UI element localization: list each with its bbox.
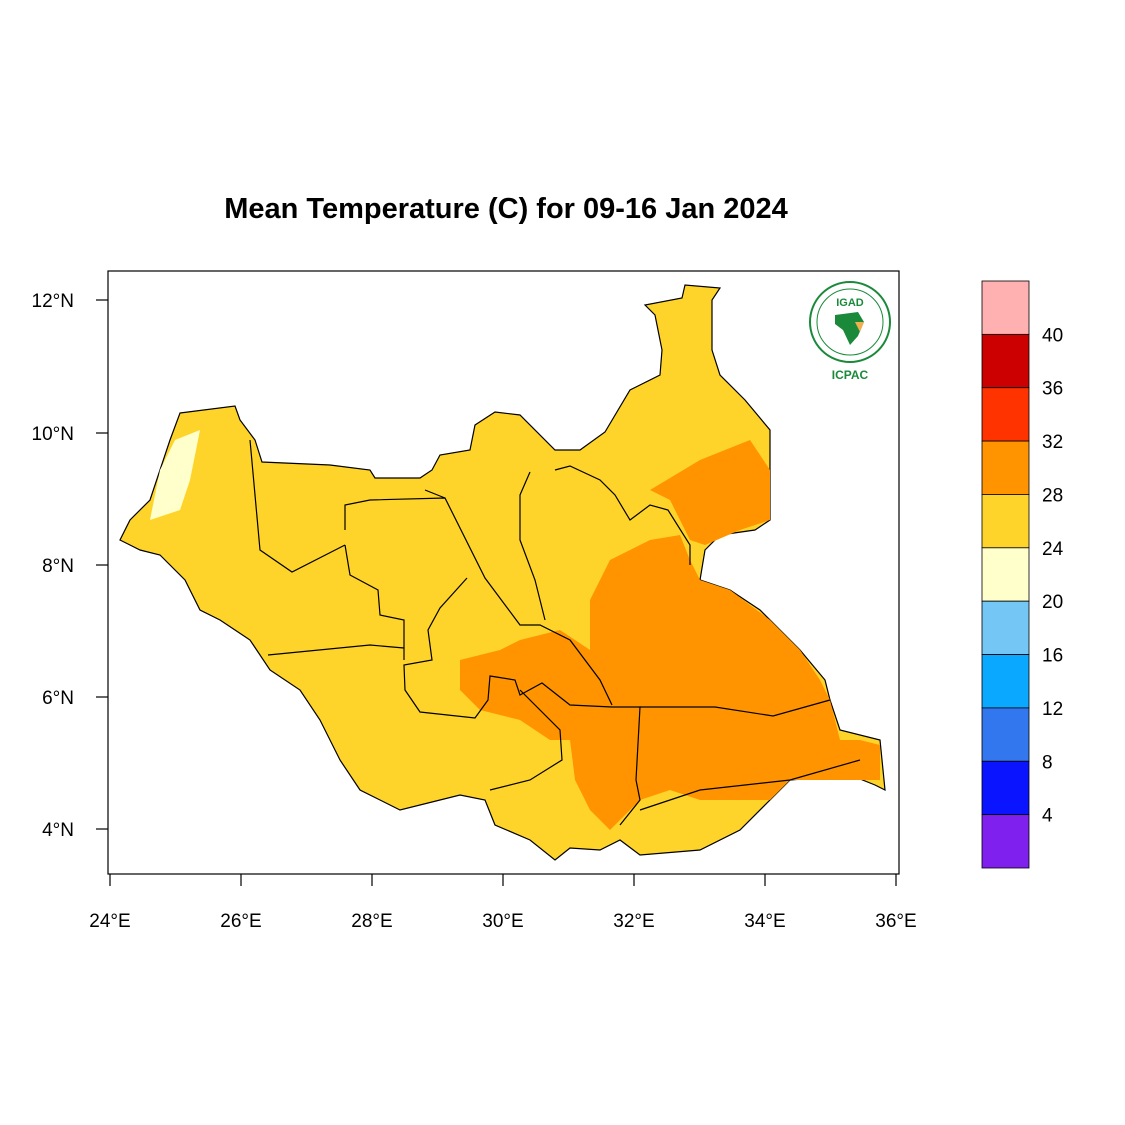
lon-tick: 26°E: [220, 911, 261, 932]
colorbar-label: 20: [1042, 592, 1063, 613]
lon-tick: 36°E: [875, 911, 916, 932]
colorbar-box: [981, 494, 1030, 549]
lon-tick: 28°E: [351, 911, 392, 932]
igad-icpac-logo: IGAD ICPAC: [809, 281, 891, 382]
map-title: Mean Temperature (C) for 09-16 Jan 2024: [224, 193, 788, 225]
lon-tick: 30°E: [482, 911, 523, 932]
lat-tick: 4°N: [42, 820, 74, 841]
colorbar-label: 12: [1042, 699, 1063, 720]
mild-region-northwest: [150, 430, 200, 520]
state-boundaries: [249, 439, 861, 826]
colorbar-label: 8: [1042, 752, 1053, 773]
map-area: IGAD ICPAC: [119, 281, 891, 861]
colorbar-box: [981, 654, 1030, 709]
lon-axis: [109, 874, 897, 886]
colorbar-box: [981, 600, 1030, 655]
colorbar-box: [981, 707, 1030, 762]
colorbar-box: [981, 280, 1030, 335]
colorbar-box: [981, 440, 1030, 495]
lat-tick: 8°N: [42, 556, 74, 577]
lat-tick-labels: 12°N 10°N 8°N 6°N 4°N: [32, 291, 74, 841]
colorbar-box: [981, 333, 1030, 389]
lat-axis: [96, 299, 108, 830]
lon-tick: 24°E: [89, 911, 130, 932]
lat-tick: 12°N: [32, 291, 74, 312]
hot-region-northeast: [650, 440, 770, 545]
svg-text:ICPAC: ICPAC: [832, 368, 869, 382]
lat-tick: 10°N: [32, 424, 74, 445]
colorbar-label: 40: [1042, 325, 1063, 346]
colorbar-label: 32: [1042, 432, 1063, 453]
colorbar-label: 24: [1042, 539, 1064, 560]
lon-tick: 32°E: [613, 911, 654, 932]
colorbar-box: [981, 760, 1030, 816]
colorbar-label: 16: [1042, 646, 1063, 667]
lon-tick-labels: 24°E 26°E 28°E 30°E 32°E 34°E 36°E: [89, 911, 916, 932]
lat-tick: 6°N: [42, 688, 74, 709]
svg-text:IGAD: IGAD: [836, 297, 864, 309]
hot-region: [460, 535, 880, 830]
lon-tick: 34°E: [744, 911, 785, 932]
colorbar-box: [981, 814, 1030, 869]
colorbar-box: [981, 547, 1030, 602]
colorbar-label: 28: [1042, 485, 1063, 506]
colorbar-label: 4: [1042, 806, 1053, 827]
colorbar-box: [981, 387, 1030, 442]
colorbar: 40 36 32 28 24 20 16 12 8 4: [981, 280, 1064, 869]
colorbar-label: 36: [1042, 379, 1063, 400]
